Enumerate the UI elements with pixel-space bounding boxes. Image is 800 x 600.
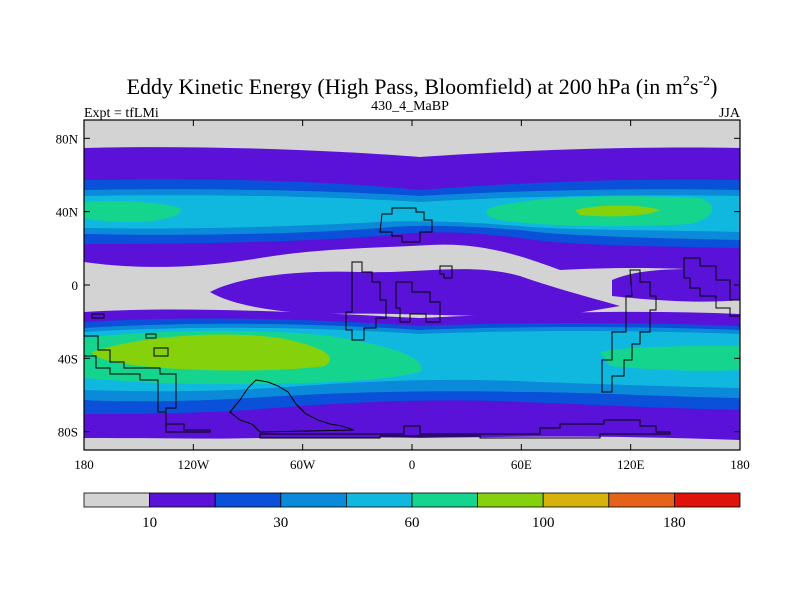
y-tick-label: 80N: [56, 131, 79, 146]
sh-yellowgreen-core: [92, 334, 330, 371]
nh-green-atlantic: [84, 201, 181, 222]
x-tick-label: 120W: [177, 457, 210, 472]
colorbar-swatch: [411, 492, 478, 508]
coast-antarctica-main: [259, 419, 671, 439]
colorbar-swatch: [542, 492, 610, 508]
colorbar-label: 30: [273, 515, 288, 531]
y-axis: 80N 40N 0 40S 80S: [56, 131, 740, 440]
colorbar-swatch: [608, 492, 675, 508]
colorbar-swatch: [345, 492, 413, 508]
colorbar-swatch: [83, 492, 150, 508]
x-tick-label: 0: [409, 457, 416, 472]
colorbar-swatch: [674, 492, 741, 508]
coast-antarctica-peninsula: [229, 379, 355, 433]
run-label: 430_4_MaBP: [371, 99, 449, 114]
x-tick-label: 180: [730, 457, 750, 472]
x-tick-label: 60E: [511, 457, 532, 472]
coast-africa: [345, 261, 387, 341]
coast-southeast-asia: [439, 265, 453, 279]
colorbar-label: 100: [532, 515, 555, 531]
coast-australia: [145, 333, 169, 357]
colorbar: 10 30 60 100 180: [83, 492, 741, 531]
experiment-label: Expt = tfLMi: [84, 106, 159, 121]
y-tick-label: 40N: [56, 205, 79, 220]
coast-north-america-east: [683, 257, 740, 317]
season-label: JJA: [719, 106, 741, 121]
tropical-violet-lobe-2: [612, 269, 740, 302]
sh-green-east: [600, 346, 740, 371]
coast-europe: [379, 207, 433, 243]
antarctic-low: [84, 436, 740, 450]
colorbar-label: 10: [142, 515, 157, 531]
x-tick-label: 180: [74, 457, 94, 472]
coastlines: [84, 207, 740, 439]
x-tick-label: 60W: [290, 457, 316, 472]
x-tick-label: 120E: [617, 457, 645, 472]
nh-yellowgreen-core: [575, 205, 660, 217]
y-tick-label: 0: [72, 278, 79, 293]
colorbar-swatch: [477, 492, 544, 508]
colorbar-swatch: [280, 492, 347, 508]
y-tick-label: 80S: [58, 425, 78, 440]
coast-pacific-islands: [91, 313, 105, 319]
colorbar-swatch: [149, 492, 216, 508]
map-title: Eddy Kinetic Energy (High Pass, Bloomfie…: [127, 74, 718, 99]
colorbar-label: 60: [405, 515, 420, 531]
coast-south-america: [601, 269, 657, 393]
y-tick-label: 40S: [58, 351, 78, 366]
coast-antarctica-west: [84, 335, 211, 433]
eke-field: [84, 120, 740, 450]
x-axis: 180 120W 60W 0 60E 120E 180: [74, 120, 750, 472]
colorbar-label: 180: [663, 515, 686, 531]
coast-asia-south: [395, 281, 441, 323]
colorbar-swatch: [214, 492, 282, 508]
tropical-violet-lobe-1: [210, 269, 620, 317]
